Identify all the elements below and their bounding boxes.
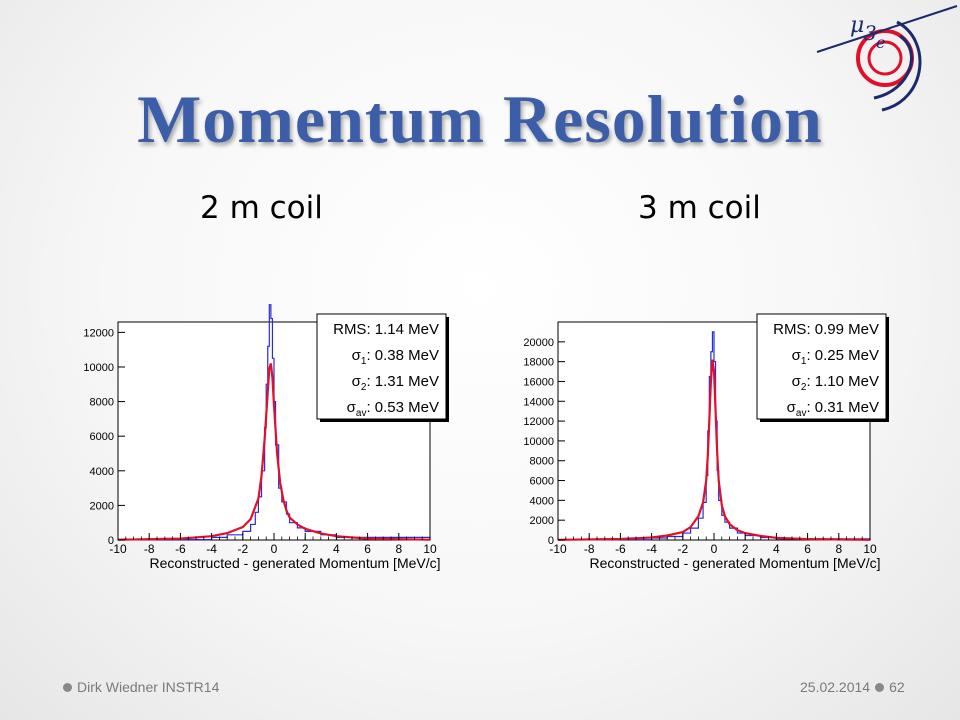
x-tick-label: 8 bbox=[835, 542, 842, 556]
fit-curve-series bbox=[557, 359, 871, 541]
chart-3m-coil: -10 -8 -6 -4 -2 0 2 4 6 8 10 0 2000 4000 6000 8000 10000… bbox=[523, 313, 889, 571]
panel-label-2m-coil: 2 m coil bbox=[200, 190, 323, 226]
y-tick-label: 2000 bbox=[530, 515, 554, 527]
stats-line: RMS: 1.14 MeV bbox=[333, 321, 439, 338]
y-tick-label: 2000 bbox=[90, 500, 114, 512]
x-tick-label: -8 bbox=[144, 542, 155, 556]
stats-line: σav: 0.31 MeV bbox=[787, 399, 879, 419]
y-tick-label: 12000 bbox=[523, 416, 554, 428]
svg-text:e: e bbox=[876, 33, 885, 52]
x-tick-label: 0 bbox=[711, 542, 718, 556]
stats-line: σav: 0.53 MeV bbox=[347, 399, 439, 419]
page-number: 62 bbox=[889, 679, 905, 695]
footer-date-page: 25.02.2014 62 bbox=[800, 679, 905, 695]
y-tick-label: 6000 bbox=[90, 431, 114, 443]
y-tick-label: 0 bbox=[548, 535, 554, 547]
x-tick-label: 2 bbox=[302, 542, 309, 556]
y-tick-label: 4000 bbox=[90, 466, 114, 478]
x-tick-label: -2 bbox=[677, 542, 688, 556]
y-tick-label: 14000 bbox=[523, 396, 554, 408]
x-tick-label: 0 bbox=[271, 542, 278, 556]
x-tick-label: -6 bbox=[615, 542, 626, 556]
panel-label-3m-coil: 3 m coil bbox=[638, 190, 761, 226]
y-tick-label: 20000 bbox=[523, 337, 554, 349]
x-tick-label: -8 bbox=[584, 542, 595, 556]
y-tick-label: 18000 bbox=[523, 357, 554, 369]
x-tick-label: -4 bbox=[206, 542, 217, 556]
y-tick-label: 8000 bbox=[90, 397, 114, 409]
y-tick-label: 10000 bbox=[523, 436, 554, 448]
stats-line: RMS: 0.99 MeV bbox=[773, 321, 879, 338]
x-tick-label: 10 bbox=[863, 542, 877, 556]
y-tick-label: 6000 bbox=[530, 476, 554, 488]
svg-text:μ: μ bbox=[850, 13, 864, 38]
x-tick-label: -6 bbox=[175, 542, 186, 556]
stats-line: σ1: 0.38 MeV bbox=[352, 347, 439, 367]
stats-line: σ2: 1.31 MeV bbox=[352, 373, 439, 393]
x-tick-label: 6 bbox=[364, 542, 371, 556]
y-tick-label: 8000 bbox=[530, 456, 554, 468]
x-axis-label: Reconstructed - generated Momentum [MeV/… bbox=[149, 555, 440, 571]
y-tick-label: 4000 bbox=[530, 495, 554, 507]
x-tick-label: -10 bbox=[109, 542, 127, 556]
bullet-dot-icon bbox=[875, 682, 885, 692]
chart-2m-coil: -10 -8 -6 -4 -2 0 2 4 6 8 10 0 2000 4000 6000 8000 10000… bbox=[83, 304, 449, 571]
stats-line: σ2: 1.10 MeV bbox=[792, 373, 879, 393]
x-tick-label: -4 bbox=[646, 542, 657, 556]
stats-line: σ1: 0.25 MeV bbox=[792, 347, 879, 367]
y-tick-label: 16000 bbox=[523, 376, 554, 388]
bullet-dot-icon bbox=[63, 682, 72, 692]
fit-curve-series bbox=[117, 363, 431, 541]
x-tick-label: -10 bbox=[549, 542, 567, 556]
footer-author-text: Dirk Wiedner INSTR14 bbox=[77, 679, 220, 695]
x-tick-label: 6 bbox=[804, 542, 811, 556]
x-tick-label: 4 bbox=[333, 542, 340, 556]
stats-box bbox=[756, 313, 887, 420]
y-tick-label: 0 bbox=[108, 535, 114, 547]
mu3e-logo-icon: μ 3 e bbox=[816, 5, 958, 112]
x-tick-label: 8 bbox=[395, 542, 402, 556]
x-tick-label: 2 bbox=[742, 542, 749, 556]
histogram-series bbox=[558, 331, 871, 541]
y-tick-label: 12000 bbox=[83, 327, 114, 339]
x-tick-label: 4 bbox=[773, 542, 780, 556]
slide-title: Momentum Resolution bbox=[137, 81, 823, 157]
svg-text:3: 3 bbox=[864, 21, 877, 45]
footer-author: Dirk Wiedner INSTR14 bbox=[58, 679, 219, 695]
histogram-series bbox=[118, 304, 431, 541]
x-tick-label: -2 bbox=[237, 542, 248, 556]
x-tick-label: 10 bbox=[423, 542, 437, 556]
x-axis-label: Reconstructed - generated Momentum [MeV/… bbox=[589, 555, 880, 571]
y-tick-label: 10000 bbox=[83, 362, 114, 374]
footer-date: 25.02.2014 bbox=[800, 679, 871, 695]
stats-box bbox=[316, 313, 447, 420]
